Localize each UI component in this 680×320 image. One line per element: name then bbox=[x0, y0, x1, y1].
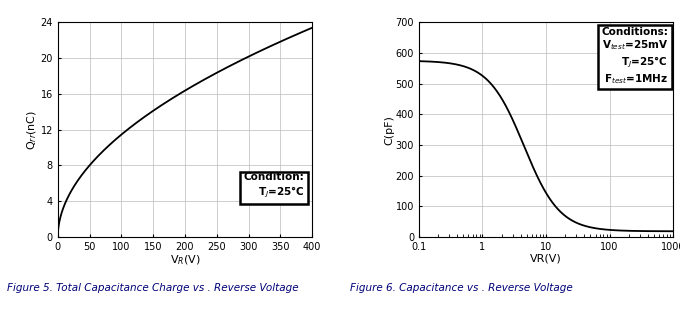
Text: Figure 6. Capacitance vs . Reverse Voltage: Figure 6. Capacitance vs . Reverse Volta… bbox=[350, 283, 573, 293]
Text: Condition:
T$_J$=25°C: Condition: T$_J$=25°C bbox=[243, 172, 305, 200]
Y-axis label: Q$_{rr}$(nC): Q$_{rr}$(nC) bbox=[26, 109, 39, 150]
X-axis label: VR(V): VR(V) bbox=[530, 253, 562, 263]
Text: Conditions:
V$_{test}$=25mV
T$_J$=25°C
F$_{test}$=1MHz: Conditions: V$_{test}$=25mV T$_J$=25°C F… bbox=[601, 27, 668, 86]
X-axis label: V$_R$(V): V$_R$(V) bbox=[169, 253, 201, 267]
Y-axis label: C(pF): C(pF) bbox=[384, 115, 394, 145]
Text: Figure 5. Total Capacitance Charge vs . Reverse Voltage: Figure 5. Total Capacitance Charge vs . … bbox=[7, 283, 299, 293]
